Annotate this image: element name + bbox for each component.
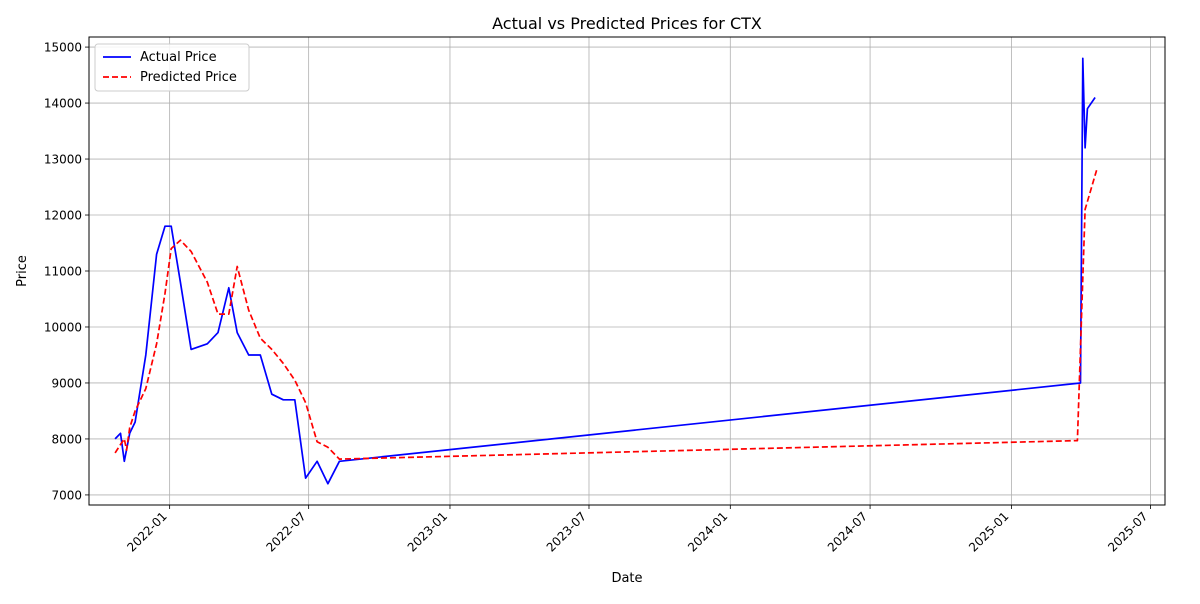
legend-predicted-label: Predicted Price <box>140 70 237 85</box>
series-layer <box>114 57 1098 485</box>
legend-box <box>94 43 250 92</box>
y-tick-label: 14000 <box>44 97 82 111</box>
chart-title: Actual vs Predicted Prices for CTX <box>492 14 762 33</box>
legend: Actual Price Predicted Price <box>94 43 250 92</box>
actual-price-line <box>114 57 1096 485</box>
grid <box>89 37 1165 505</box>
y-tick-label: 15000 <box>44 41 82 55</box>
y-tick-label: 10000 <box>44 320 82 334</box>
y-tick-label: 11000 <box>44 265 82 279</box>
y-tick-label: 7000 <box>51 488 82 502</box>
predicted-price-line <box>114 169 1098 460</box>
y-tick-label: 8000 <box>51 432 82 446</box>
y-tick-label: 13000 <box>44 153 82 167</box>
y-axis-ticks: 7000 8000 9000 10000 11000 12000 13000 14000 150… <box>44 41 89 502</box>
legend-actual-label: Actual Price <box>140 50 217 65</box>
x-axis-label: Date <box>611 571 642 586</box>
y-tick-label: 12000 <box>44 209 82 223</box>
y-axis-label: Price <box>15 255 30 287</box>
y-tick-label: 9000 <box>51 376 82 390</box>
